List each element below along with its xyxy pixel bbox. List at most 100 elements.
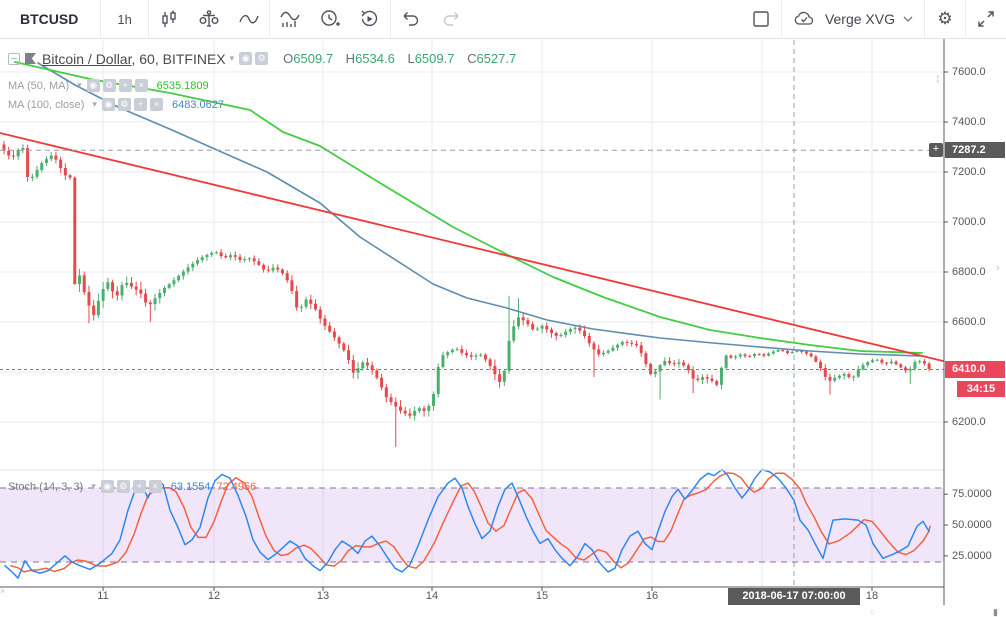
candle-body bbox=[318, 309, 322, 319]
chart-properties-button[interactable]: ⚙ bbox=[925, 0, 965, 38]
compare-button[interactable] bbox=[189, 0, 229, 38]
candle-body bbox=[167, 284, 171, 288]
eye-icon[interactable]: ◉ bbox=[86, 79, 100, 92]
candle-body bbox=[455, 349, 459, 351]
candle-body bbox=[389, 397, 393, 403]
candle-body bbox=[743, 354, 747, 357]
layout-name-label: Verge XVG bbox=[824, 11, 895, 27]
candle-body bbox=[531, 324, 535, 330]
eye-icon[interactable]: ◉ bbox=[101, 98, 115, 111]
toolbar-separator bbox=[389, 0, 391, 38]
gear-icon[interactable]: ⚙ bbox=[255, 52, 269, 65]
candle-body bbox=[285, 273, 289, 281]
time-axis[interactable]: 2018-06-17 07:00:00 11 12 13 14 15 16 18 bbox=[0, 587, 944, 605]
candle-body bbox=[384, 387, 388, 398]
series-title[interactable]: Bitcoin / Dollar, 60, BITFINEX bbox=[42, 51, 226, 67]
candle-body bbox=[479, 354, 483, 356]
chevron-down-icon[interactable]: ▾ bbox=[229, 53, 235, 63]
candle-body bbox=[483, 354, 487, 360]
flag-symbol-icon[interactable] bbox=[25, 53, 36, 64]
fullscreen-button[interactable] bbox=[966, 0, 1006, 38]
gear-icon[interactable]: ⚙ bbox=[116, 480, 130, 493]
candle-body bbox=[375, 370, 379, 378]
chevron-down-icon[interactable]: ▾ bbox=[92, 99, 97, 109]
indicators-button[interactable] bbox=[270, 0, 310, 38]
eye-icon[interactable]: ◉ bbox=[239, 52, 253, 65]
eye-icon[interactable]: ◉ bbox=[100, 480, 114, 493]
candle-body bbox=[550, 329, 554, 333]
close-icon[interactable]: × bbox=[148, 480, 162, 493]
candle-body bbox=[545, 325, 549, 330]
candle-body bbox=[106, 282, 110, 289]
redo-button[interactable] bbox=[431, 0, 471, 38]
indicator-name[interactable]: MA (100, close) bbox=[8, 98, 85, 111]
candle-body bbox=[304, 299, 308, 307]
candle-body bbox=[625, 342, 629, 344]
candle-body bbox=[606, 350, 610, 353]
undo-button[interactable] bbox=[391, 0, 431, 38]
candle-body bbox=[837, 375, 841, 378]
candle-body bbox=[847, 374, 851, 378]
close-icon[interactable]: × bbox=[149, 98, 163, 111]
candle-body bbox=[337, 337, 341, 344]
time-tick-label: 13 bbox=[316, 590, 330, 602]
candle-body bbox=[748, 356, 752, 358]
candle-body bbox=[323, 318, 327, 326]
candle-body bbox=[705, 377, 709, 379]
candle-body bbox=[101, 288, 105, 301]
candle-body bbox=[521, 317, 525, 321]
candle-body bbox=[587, 336, 591, 344]
indicator-name[interactable]: Stoch (14, 3, 3) bbox=[8, 480, 84, 493]
layout-square-icon bbox=[753, 11, 769, 27]
candle-body bbox=[229, 255, 233, 258]
candle-body bbox=[144, 293, 148, 303]
gear-icon[interactable]: ⚙ bbox=[102, 79, 116, 92]
pane-close-icon[interactable]: × bbox=[0, 586, 6, 596]
line-tool-button[interactable] bbox=[229, 0, 269, 38]
price-axis[interactable]: + 7287.2 6410.0 34:15 7600.0 7400.0 7200.0… bbox=[929, 39, 1006, 605]
candle-body bbox=[280, 269, 284, 274]
candle-body bbox=[78, 275, 82, 285]
price-scale-fit-icon[interactable]: ↕ bbox=[935, 71, 941, 85]
candle-body bbox=[465, 352, 469, 356]
plus-icon[interactable]: + bbox=[133, 98, 147, 111]
candle-body bbox=[351, 360, 355, 373]
plus-icon[interactable]: + bbox=[132, 480, 146, 493]
candle-body bbox=[672, 363, 676, 365]
candle-body bbox=[686, 365, 690, 371]
candle-body bbox=[682, 362, 686, 366]
price-tick-label: 7600.0 bbox=[952, 66, 986, 78]
sidebar-collapse-arrow-icon[interactable]: › bbox=[996, 262, 1000, 274]
cloud-layout-select[interactable]: Verge XVG bbox=[782, 0, 924, 38]
candle-body bbox=[668, 360, 672, 364]
chevron-down-icon[interactable]: ▾ bbox=[77, 80, 82, 90]
candle-body bbox=[861, 365, 865, 370]
layout-button[interactable] bbox=[741, 0, 781, 38]
interval-button[interactable]: 1h bbox=[117, 11, 132, 27]
candle-body bbox=[210, 252, 214, 255]
symbol-button[interactable]: BTCUSD bbox=[20, 11, 79, 27]
candle-body bbox=[724, 355, 728, 368]
chart-style-candles-button[interactable] bbox=[149, 0, 189, 38]
candle-body bbox=[35, 170, 39, 177]
symbol-name[interactable]: Bitcoin / Dollar bbox=[42, 50, 132, 67]
collapse-pane-icon[interactable] bbox=[8, 52, 20, 65]
trendline bbox=[0, 132, 944, 362]
stoch-tick-label: 25.0000 bbox=[952, 549, 992, 562]
candle-body bbox=[516, 317, 520, 327]
candle-body bbox=[370, 365, 374, 371]
time-tick-label: 14 bbox=[425, 590, 439, 602]
indicator-name[interactable]: MA (50, MA) bbox=[8, 79, 70, 92]
stoch-tick-label: 50.0000 bbox=[952, 519, 992, 532]
chevron-down-icon[interactable]: ▾ bbox=[91, 481, 96, 491]
candle-body bbox=[885, 362, 889, 364]
alert-button[interactable] bbox=[310, 0, 350, 38]
plus-icon[interactable]: + bbox=[118, 79, 132, 92]
gear-icon[interactable]: ⚙ bbox=[117, 98, 131, 111]
add-alert-plus-button[interactable]: + bbox=[929, 143, 943, 158]
replay-button[interactable] bbox=[350, 0, 390, 38]
candle-body bbox=[332, 331, 336, 338]
candle-body bbox=[139, 289, 143, 294]
close-icon[interactable]: × bbox=[134, 79, 148, 92]
